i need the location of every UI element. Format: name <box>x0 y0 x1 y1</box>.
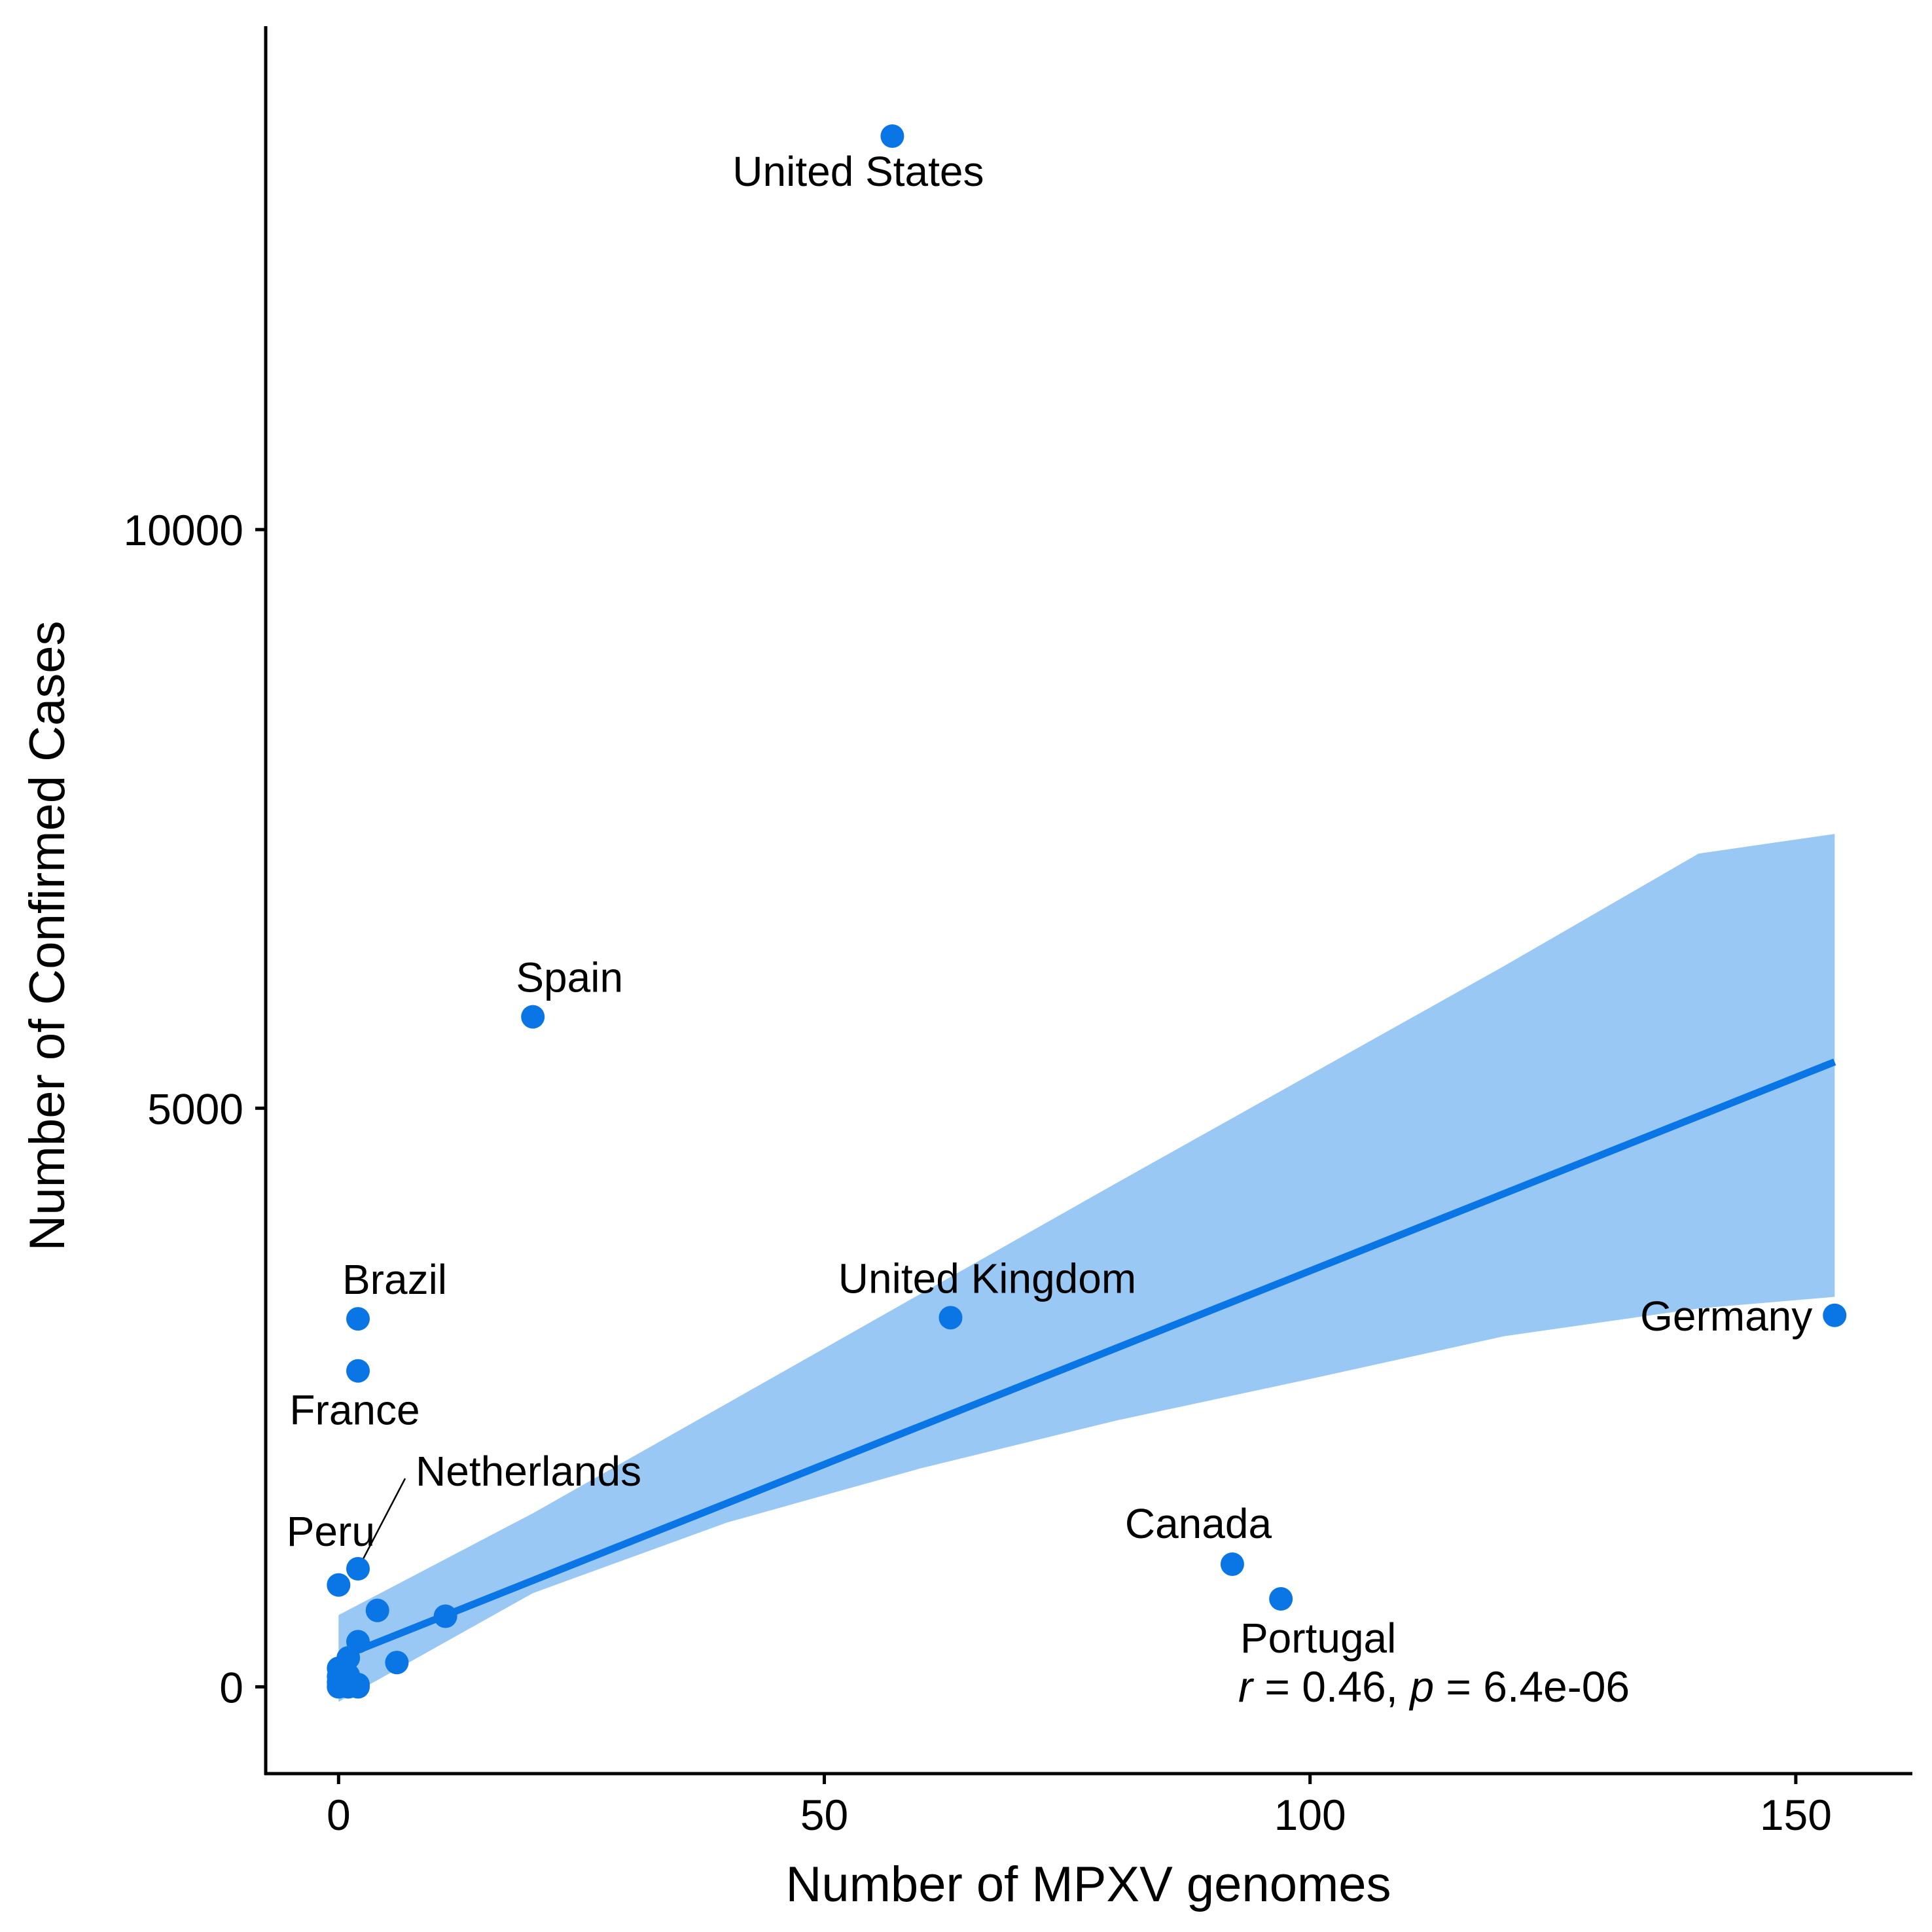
correlation-annotation: r = 0.46, p = 6.4e-06 <box>1238 1662 1630 1711</box>
y-axis-title: Number of Confirmed Cases <box>20 620 75 1251</box>
data-point-canada <box>1220 1552 1244 1576</box>
axes <box>264 26 1912 1776</box>
p-value: = 6.4e-06 <box>1434 1662 1630 1711</box>
y-tick-label: 10000 <box>123 506 243 554</box>
confidence-band <box>338 834 1835 1702</box>
point-label-canada: Canada <box>1125 1500 1272 1547</box>
point-label-united-states: United States <box>732 148 984 195</box>
r-value: = 0.46, <box>1253 1662 1410 1711</box>
regression-line-layer <box>337 1058 1836 1662</box>
leader-line-netherlands <box>357 1478 406 1569</box>
r-symbol: r <box>1238 1662 1255 1711</box>
data-point <box>433 1604 457 1628</box>
x-tick-label: 50 <box>800 1791 848 1839</box>
data-point <box>385 1651 409 1675</box>
point-label-portugal: Portugal <box>1240 1615 1396 1662</box>
data-point-netherlands <box>346 1557 370 1581</box>
point-label-netherlands: Netherlands <box>416 1448 641 1495</box>
data-point-united-kingdom <box>939 1306 963 1330</box>
data-point-layer <box>327 124 1847 1699</box>
data-point-germany <box>1823 1303 1847 1327</box>
y-tick-label: 5000 <box>147 1084 243 1133</box>
p-symbol: p <box>1408 1662 1434 1711</box>
x-tick-label: 100 <box>1274 1791 1346 1839</box>
data-point <box>365 1598 389 1622</box>
point-label-france: France <box>289 1387 420 1434</box>
point-label-peru: Peru <box>287 1508 375 1555</box>
confidence-band-layer <box>338 834 1835 1702</box>
data-point-peru <box>327 1573 351 1597</box>
point-label-united-kingdom: United Kingdom <box>838 1255 1136 1302</box>
x-tick-label: 0 <box>327 1791 351 1839</box>
point-label-germany: Germany <box>1640 1293 1812 1340</box>
x-axis-title: Number of MPXV genomes <box>785 1857 1391 1912</box>
data-point-united-states <box>880 124 904 148</box>
data-point-france <box>346 1359 370 1383</box>
regression-line <box>337 1058 1836 1662</box>
point-label-brazil: Brazil <box>342 1256 447 1303</box>
y-tick-label: 0 <box>219 1663 243 1711</box>
label-leader-layer <box>357 1478 406 1569</box>
point-label-layer: United States Spain United Kingdom Germany B… <box>287 148 1813 1662</box>
tick-layer: 0 50 100 150 0 5000 10000 <box>123 506 1831 1839</box>
data-point-spain <box>521 1005 545 1029</box>
data-point <box>346 1672 370 1696</box>
data-point-brazil <box>346 1307 370 1331</box>
point-label-spain: Spain <box>516 954 623 1001</box>
data-point-portugal <box>1269 1587 1293 1611</box>
x-tick-label: 150 <box>1760 1791 1832 1839</box>
